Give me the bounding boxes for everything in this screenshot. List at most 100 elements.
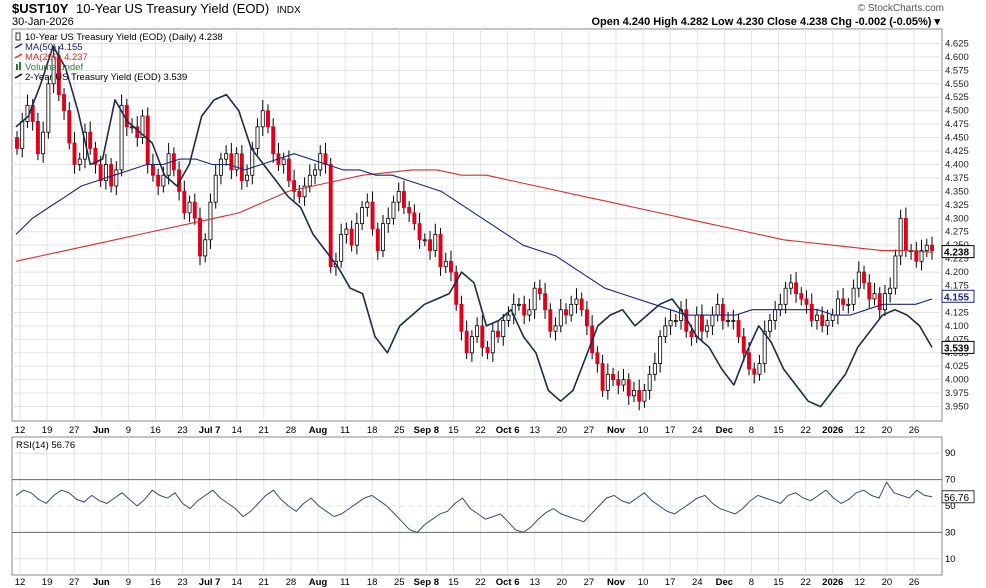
x-tick-label: 23 <box>177 577 188 588</box>
candle-body <box>260 110 265 128</box>
last-value-label: 3.539 <box>944 343 969 354</box>
candle-body <box>726 320 731 322</box>
candle-body <box>161 174 166 187</box>
symbol: $UST10Y <box>12 1 69 16</box>
candle-body <box>339 234 344 262</box>
price-tick-label: 4.500 <box>945 106 969 117</box>
candle-body <box>459 303 464 332</box>
candle-body <box>532 287 537 311</box>
candle-body <box>882 293 887 311</box>
chart-date: 30-Jan-2026 <box>12 16 74 28</box>
candle-body <box>851 287 856 305</box>
x-tick-label: 15 <box>773 577 784 588</box>
x-tick-label: Oct 6 <box>496 425 520 436</box>
candle-body <box>46 83 51 133</box>
candle-body <box>187 201 192 214</box>
candle-body <box>595 352 600 364</box>
candle-body <box>307 174 312 187</box>
x-tick-label: 14 <box>231 577 242 588</box>
candle-body <box>841 298 846 305</box>
candle-body <box>877 293 882 311</box>
x-tick-label: 10 <box>638 577 649 588</box>
candle-body <box>20 121 25 149</box>
candle-body <box>930 244 934 251</box>
rsi-polyline <box>15 481 933 533</box>
candle-body <box>328 164 333 268</box>
candle-body <box>218 158 223 176</box>
candle-body <box>62 94 67 112</box>
x-tick-label: 12 <box>15 577 26 588</box>
candle-body <box>490 330 495 354</box>
price-tick-label: 4.525 <box>945 92 969 103</box>
rsi-tick-label: 30 <box>945 527 956 538</box>
candle-body <box>224 153 229 160</box>
rsi-last-value: 56.76 <box>944 493 969 504</box>
candle-body <box>647 373 652 391</box>
chart-title: $UST10Y 10-Year US Treasury Yield (EOD) … <box>12 1 301 16</box>
candle-body <box>893 255 898 289</box>
candle-body <box>245 174 250 182</box>
x-tick-label: 15 <box>448 425 459 436</box>
price-tick-label: 4.000 <box>945 375 969 386</box>
last-value-labels: 4.238 4.155 3.539 <box>941 245 975 354</box>
candle-body <box>642 390 647 402</box>
x-tick-label: Jun <box>93 577 110 588</box>
candle-body <box>229 153 234 171</box>
x-tick-label: 12 <box>855 425 866 436</box>
candle-body <box>809 303 814 321</box>
candle-body <box>516 303 521 306</box>
candle-body <box>401 190 406 208</box>
legend-entry: Volume undef <box>25 62 83 73</box>
candle-body <box>72 142 77 165</box>
candle-body <box>349 228 354 246</box>
price-tick-label: 4.625 <box>945 38 969 49</box>
candle-body <box>449 260 453 273</box>
candle-body <box>417 223 422 241</box>
candle-body <box>767 320 772 332</box>
instrument-name: 10-Year US Treasury Yield (EOD) <box>76 1 269 16</box>
x-tick-label: Dec <box>716 577 733 588</box>
candle-body <box>281 158 286 165</box>
candle-body <box>271 126 276 155</box>
price-tick-label: 4.075 <box>945 334 969 345</box>
x-tick-label: 2026 <box>822 425 843 436</box>
candle-body <box>564 309 568 316</box>
x-tick-label: 22 <box>800 577 811 588</box>
x-tick-label: Jul 7 <box>199 577 221 588</box>
x-tick-label: 24 <box>692 425 703 436</box>
last-value-box <box>941 245 975 259</box>
candle-body <box>888 287 893 294</box>
rsi-axis: 90 70 50 30 10 56.76 <box>941 448 975 565</box>
candle-body <box>673 320 678 322</box>
x-tick-label: 10 <box>638 425 649 436</box>
price-tick-label: 4.400 <box>945 159 969 170</box>
candle-body <box>752 368 757 375</box>
x-tick-label: Oct 6 <box>496 577 520 588</box>
x-tick-label: 11 <box>340 577 350 588</box>
candle-body <box>689 330 694 338</box>
x-tick-label: 19 <box>42 425 53 436</box>
price-axis: 4.625 4.600 4.575 4.550 4.525 4.500 4.475 4.450… <box>945 38 969 412</box>
candle-body <box>830 314 835 321</box>
x-tick-label: 8 <box>749 425 754 436</box>
ma200-line <box>15 169 933 262</box>
candle-body <box>370 201 375 230</box>
candle-body <box>41 131 46 155</box>
candle-body <box>548 309 553 332</box>
x-tick-label: 9 <box>126 425 131 436</box>
candle-body <box>114 169 119 187</box>
x-tick-label: 12 <box>15 425 26 436</box>
candle-body <box>208 201 213 241</box>
candle-body <box>584 309 589 327</box>
candle-body <box>605 373 610 391</box>
candle-body <box>433 234 438 251</box>
candle-body <box>898 217 903 257</box>
candle-body <box>574 298 579 305</box>
price-tick-label: 4.200 <box>945 267 969 278</box>
x-tick-label: 22 <box>475 425 486 436</box>
x-tick-label: 20 <box>882 425 893 436</box>
x-tick-label: 27 <box>69 577 80 588</box>
candle-body <box>501 320 506 338</box>
legend: 10-Year US Treasury Yield (EOD) (Daily) … <box>14 32 223 83</box>
candle-body <box>354 223 359 246</box>
